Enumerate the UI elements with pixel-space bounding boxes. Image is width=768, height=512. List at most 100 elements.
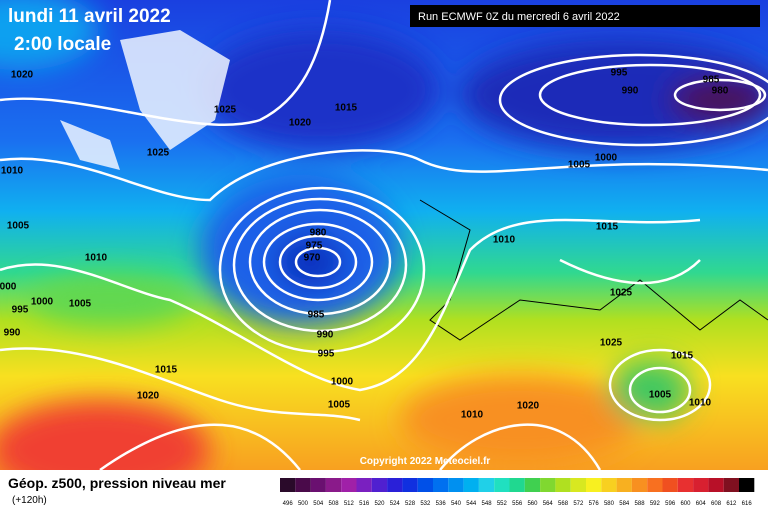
scale-label: 496 <box>283 501 294 507</box>
scale-swatch <box>433 478 449 492</box>
scale-label: 564 <box>543 501 554 507</box>
scale-swatch <box>494 478 510 492</box>
isobar-label: 985 <box>703 75 720 86</box>
scale-swatch <box>677 478 694 492</box>
scale-swatch <box>371 478 388 492</box>
scale-swatch <box>387 478 403 492</box>
isobar-labels: 1020102510251020101599598598099010051000… <box>0 68 729 421</box>
scale-swatch <box>463 478 479 492</box>
isobar-label: 1015 <box>155 365 178 376</box>
date-title: lundi 11 avril 2022 <box>8 6 171 27</box>
isobar-label: 995 <box>318 349 335 360</box>
isobar-label: 1015 <box>671 351 694 362</box>
run-box <box>410 5 760 27</box>
isobar-label: 1010 <box>461 410 484 421</box>
scale-label: 596 <box>665 501 676 507</box>
isobars <box>0 0 768 470</box>
isobar-label: 990 <box>622 86 639 97</box>
isobar-label: 1005 <box>69 299 92 310</box>
scale-label: 600 <box>680 501 691 507</box>
scale-swatch <box>341 478 357 492</box>
color-scale: 496 500 504 508 512 516 520 524 528 532 536 540 544 5… <box>280 478 755 507</box>
isobar-label: 1005 <box>568 160 591 171</box>
scale-swatch <box>631 478 648 492</box>
scale-label: 556 <box>512 501 523 507</box>
isobar-label: 980 <box>310 228 327 239</box>
scale-swatch <box>570 478 586 492</box>
isobar-label: 1010 <box>493 235 516 246</box>
map-field <box>0 0 768 500</box>
scale-label: 532 <box>420 501 431 507</box>
scale-label: 536 <box>436 501 447 507</box>
scale-label: 512 <box>344 501 355 507</box>
scale-label: 544 <box>466 501 477 507</box>
scale-swatch <box>478 478 495 492</box>
isobar-label: 995 <box>12 305 29 316</box>
isobar-label: 995 <box>611 68 628 79</box>
isobar-label: 1005 <box>7 221 30 232</box>
isobar-label: 1020 <box>137 391 160 402</box>
isobar-label: 970 <box>304 253 321 264</box>
scale-swatch <box>586 478 602 492</box>
scale-swatch <box>708 478 724 492</box>
scale-swatch <box>739 478 755 492</box>
scale-label: 516 <box>359 501 370 507</box>
scale-label: 580 <box>604 501 615 507</box>
scale-swatch <box>723 478 739 492</box>
isobar-label: 1020 <box>11 70 34 81</box>
isobar-label: 1020 <box>289 118 312 129</box>
scale-label: 576 <box>589 501 600 507</box>
scale-swatch <box>524 478 541 492</box>
scale-label: 612 <box>726 501 737 507</box>
scale-label: 548 <box>482 501 493 507</box>
scale-label: 520 <box>374 501 385 507</box>
isobar-label: 000 <box>0 282 17 293</box>
scale-swatch <box>356 478 372 492</box>
scale-label: 616 <box>742 501 753 507</box>
scale-swatch <box>540 478 556 492</box>
scale-label: 604 <box>696 501 707 507</box>
isobar-label: 1015 <box>596 222 619 233</box>
isobar-label: 1025 <box>600 338 623 349</box>
scale-swatch <box>295 478 311 492</box>
scale-label: 528 <box>405 501 416 507</box>
scale-label: 508 <box>329 501 340 507</box>
isobar-label: 1000 <box>595 153 618 164</box>
scale-label: 524 <box>390 501 401 507</box>
isobar-label: 985 <box>308 310 325 321</box>
isobar-label: 990 <box>317 330 334 341</box>
scale-swatch <box>310 478 326 492</box>
scale-swatch <box>647 478 663 492</box>
isobar-label: 1025 <box>147 148 170 159</box>
isobar-label: 1020 <box>517 401 540 412</box>
isobar-label: 1015 <box>335 103 358 114</box>
isobar-label: 1010 <box>689 398 712 409</box>
scale-label: 560 <box>527 501 538 507</box>
scale-swatch <box>417 478 433 492</box>
run-label: Run ECMWF 0Z du mercredi 6 avril 2022 <box>418 11 620 23</box>
scale-swatch <box>601 478 617 492</box>
scale-label: 608 <box>711 501 722 507</box>
isobar-label: 1010 <box>85 253 108 264</box>
scale-label: 568 <box>558 501 569 507</box>
isobar-label: 980 <box>712 86 729 97</box>
scale-swatch <box>448 478 464 492</box>
scale-label: 588 <box>635 501 646 507</box>
scale-label: 552 <box>497 501 508 507</box>
scale-swatch <box>509 478 525 492</box>
isobar-label: 1010 <box>1 166 24 177</box>
scale-swatch <box>662 478 678 492</box>
isobar-label: 1000 <box>31 297 54 308</box>
scale-label: 592 <box>650 501 661 507</box>
scale-label: 540 <box>451 501 462 507</box>
scale-swatch <box>693 478 709 492</box>
scale-label: 584 <box>619 501 630 507</box>
time-title: 2:00 locale <box>14 34 111 55</box>
isobar-label: 975 <box>306 241 323 252</box>
scale-swatch <box>402 478 418 492</box>
footer-lead: (+120h) <box>12 495 47 506</box>
scale-swatch <box>280 478 296 492</box>
isobar-label: 1005 <box>328 400 351 411</box>
scale-swatch <box>325 478 342 492</box>
